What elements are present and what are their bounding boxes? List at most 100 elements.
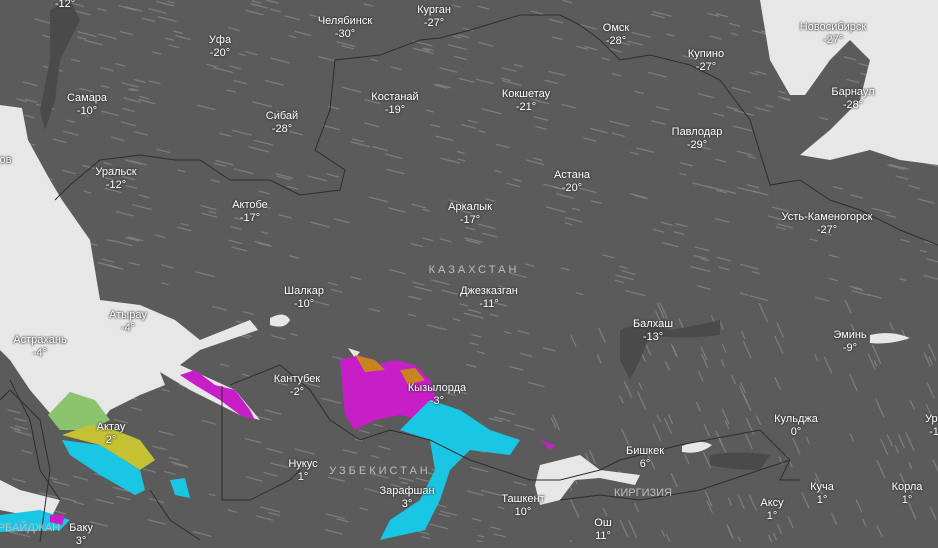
wind-streak [245,51,258,56]
city-label[interactable]: Аксу 1° [760,497,783,523]
wind-streak [667,414,674,425]
city-label[interactable]: Ташкент 10° [501,493,544,519]
wind-streak [695,142,706,147]
city-name: Корла [891,481,923,493]
wind-streak [660,221,673,226]
wind-streak [112,240,133,247]
wind-streak [602,254,615,259]
wind-streak [626,385,633,399]
wind-streak [430,279,451,286]
wind-streak [101,110,119,117]
city-label[interactable]: Барнаул -28° [831,86,874,112]
wind-streak [7,409,21,414]
wind-streak [569,498,580,518]
wind-streak [368,196,389,203]
wind-streak [742,340,752,359]
wind-streak [925,403,935,423]
city-label[interactable]: Усть-Каменогорск -27° [782,211,873,237]
wind-streak [923,352,931,368]
city-label[interactable]: Бишкек 6° [626,445,664,471]
city-label[interactable]: -12° [55,0,75,11]
city-label[interactable]: Кульджа 0° [774,413,818,439]
wind-streak [173,30,183,34]
wind-streak [233,168,254,175]
wind-streak [352,138,364,143]
city-label[interactable]: Эминь -9° [833,329,866,355]
city-label[interactable]: Баку 3° [69,522,93,548]
wind-streak [445,392,457,397]
wind-streak [435,83,452,89]
wind-streak [661,529,666,537]
city-temperature: -10° [76,105,98,117]
wind-streak [98,33,117,40]
wind-streak [907,501,917,520]
city-label[interactable]: Куча 1° [810,481,834,507]
wind-streak [575,292,584,296]
city-label[interactable]: Челябинск -30° [318,15,372,41]
city-label[interactable]: Курган -27° [417,4,451,30]
wind-streak [475,78,494,85]
city-label[interactable]: Кантубек -2° [274,373,321,399]
wind-streak [230,226,242,230]
wind-streak [927,343,937,361]
wind-streak [372,146,388,151]
wind-streak [103,162,112,166]
wind-streak [747,155,757,159]
city-label[interactable]: Павлодар -29° [672,126,723,152]
wind-streak [155,234,166,239]
city-label[interactable]: Сибай -28° [266,110,298,136]
city-label[interactable]: Нукус 1° [288,458,317,484]
wind-streak [448,44,468,51]
city-label[interactable]: Омск -28° [603,22,629,48]
city-label[interactable]: Астана -20° [554,169,590,195]
wind-streak [919,249,928,253]
wind-streak [240,335,250,339]
wind-streak [666,33,675,37]
wind-streak [14,417,27,423]
city-label[interactable]: Самара -10° [67,92,107,118]
city-temperature: 10° [514,506,532,518]
city-label[interactable]: Корла 1° [892,481,923,507]
country-label-kyrgyzstan: КИРГИЗИЯ [613,487,673,499]
city-label[interactable]: Кокшетау -21° [502,88,550,114]
city-label[interactable]: Уральск -12° [95,166,136,192]
city-label[interactable]: Актау 2° [97,421,126,447]
wind-streak [684,454,690,464]
wind-streak [509,365,524,371]
city-label[interactable]: Ош 11° [594,517,611,543]
precipitation [0,355,555,540]
wind-streak [176,226,192,232]
wind-streak [309,221,330,228]
wind-streak [814,478,823,495]
city-name: Бишкек [625,445,665,457]
city-label[interactable]: Актобе -17° [232,199,268,225]
wind-streak [777,223,793,229]
wind-streak [208,493,216,497]
wind-streak [201,212,218,218]
city-label[interactable]: Зарафшан 3° [379,485,434,511]
city-label[interactable]: Джезказган -11° [460,285,518,311]
city-label[interactable]: Балхаш -13° [633,318,673,344]
city-label[interactable]: Уфа -20° [209,34,231,60]
wind-streak [724,420,730,430]
wind-streak [880,438,889,456]
wind-streak [608,120,630,127]
city-label[interactable]: Аркалык -17° [448,201,492,227]
city-label[interactable]: Астрахань -4° [13,334,66,360]
city-label[interactable]: Кызылорда -3° [408,382,466,408]
city-label[interactable]: Новосибирск -27° [800,21,866,47]
wind-streak [815,296,830,302]
wind-streak [211,305,228,311]
wind-streak [400,481,409,485]
city-label[interactable]: Шалкар -10° [284,285,324,311]
city-label[interactable]: тов [0,154,11,167]
wind-streak [926,258,938,263]
wind-streak [424,47,434,51]
city-label[interactable]: Костанай -19° [371,91,418,117]
country-label-uzbekistan: УЗБЕКИСТАН [329,465,431,477]
city-label[interactable]: Атырау -4° [109,309,147,335]
city-label[interactable]: Уру-1 [925,413,938,439]
city-temperature: 1° [766,510,778,522]
city-label[interactable]: Купино -27° [688,48,724,74]
